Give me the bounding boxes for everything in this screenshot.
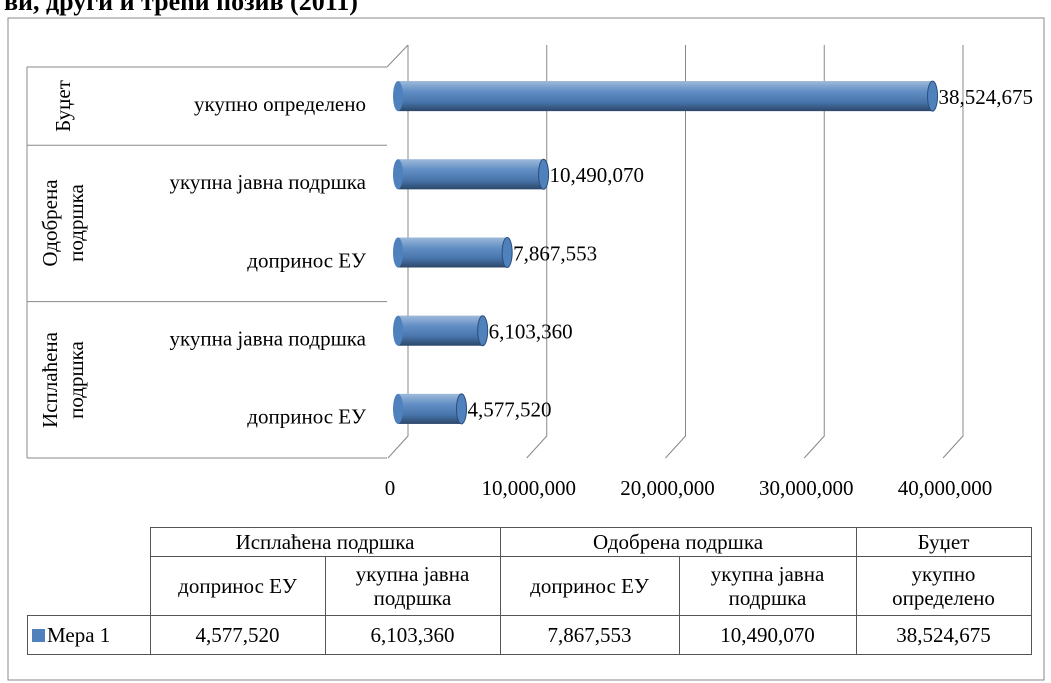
grid-line: [942, 45, 964, 459]
value-label: 10,490,070: [550, 163, 645, 187]
bar-start: [393, 315, 403, 346]
table-category: допринос ЕУ: [499, 556, 680, 616]
bar: [393, 315, 489, 347]
bar-shade: [398, 315, 483, 346]
table-row: Мера 1 4,577,520 6,103,360 7,867,553 10,490,…: [27, 615, 1032, 655]
x-tick-label: 30,000,000: [759, 476, 854, 500]
category-label: укупно определено: [194, 92, 366, 116]
group-label: Исплаћена подршка: [38, 331, 88, 428]
bar-shade: [398, 393, 462, 424]
bar: [393, 80, 939, 112]
table-group-header: Исплаћена подршка: [149, 527, 501, 557]
table-category: допринос ЕУ: [149, 556, 326, 616]
bar-cap: [456, 393, 468, 425]
legend-swatch: [32, 629, 45, 642]
table-value: 4,577,520: [149, 615, 326, 655]
category-label: укупна јавна подршка: [169, 170, 366, 194]
axis-wall: [386, 44, 409, 68]
x-tick-label: 40,000,000: [898, 476, 993, 500]
bar: [393, 237, 513, 268]
bar-start: [393, 81, 403, 112]
table-value: 38,524,675: [855, 615, 1032, 655]
table-value: 7,867,553: [499, 615, 680, 655]
x-tick-label: 0: [385, 476, 396, 500]
bar-start: [393, 159, 403, 190]
table-value: 10,490,070: [678, 615, 857, 655]
bar-cap: [501, 237, 513, 268]
bar: [393, 393, 468, 425]
value-label: 7,867,553: [513, 241, 597, 265]
table-group-header: Одобрена подршка: [499, 527, 857, 557]
x-tick-label: 10,000,000: [482, 476, 577, 500]
chart-title: ви, други и трећи позив (2011): [4, 0, 358, 16]
bar-cap: [927, 80, 939, 112]
data-table: Исплаћена подршка Одобрена подршка Буџет до…: [27, 527, 1032, 655]
group-label: Одобрена подршка: [38, 179, 88, 267]
grid-line: [803, 45, 825, 459]
group-label: Буџет: [50, 80, 75, 132]
table-corner: [27, 527, 151, 616]
bar: [393, 158, 550, 190]
category-label: допринос ЕУ: [247, 248, 366, 272]
grid-line: [665, 45, 686, 459]
value-label: 38,524,675: [939, 85, 1033, 109]
table-group-header: Буџет: [855, 527, 1032, 557]
value-label: 4,577,520: [468, 398, 552, 422]
bar-shade: [398, 159, 544, 190]
category-label: укупна јавна подршка: [169, 327, 366, 351]
table-category: укупно определено: [855, 556, 1032, 616]
table-row: Исплаћена подршка Одобрена подршка Буџет: [27, 527, 1032, 616]
legend-cell: Мера 1: [27, 615, 151, 655]
value-label: 6,103,360: [489, 320, 573, 344]
bar-start: [393, 237, 403, 268]
table-value: 6,103,360: [324, 615, 501, 655]
bar-shade: [398, 81, 933, 112]
table-row: допринос ЕУ укупна јавна подршка допринос …: [28, 556, 1032, 616]
bar-cap: [477, 315, 489, 347]
bar-shade: [398, 237, 508, 268]
chart-border: [7, 17, 1045, 681]
x-tick-label: 20,000,000: [620, 476, 715, 500]
category-label: допринос ЕУ: [247, 405, 366, 429]
legend-label: Мера 1: [47, 623, 111, 647]
bar-start: [393, 393, 403, 424]
bar-cap: [538, 158, 550, 190]
table-category: укупна јавна подршка: [324, 556, 501, 616]
table-category: укупна јавна подршка: [678, 556, 857, 616]
